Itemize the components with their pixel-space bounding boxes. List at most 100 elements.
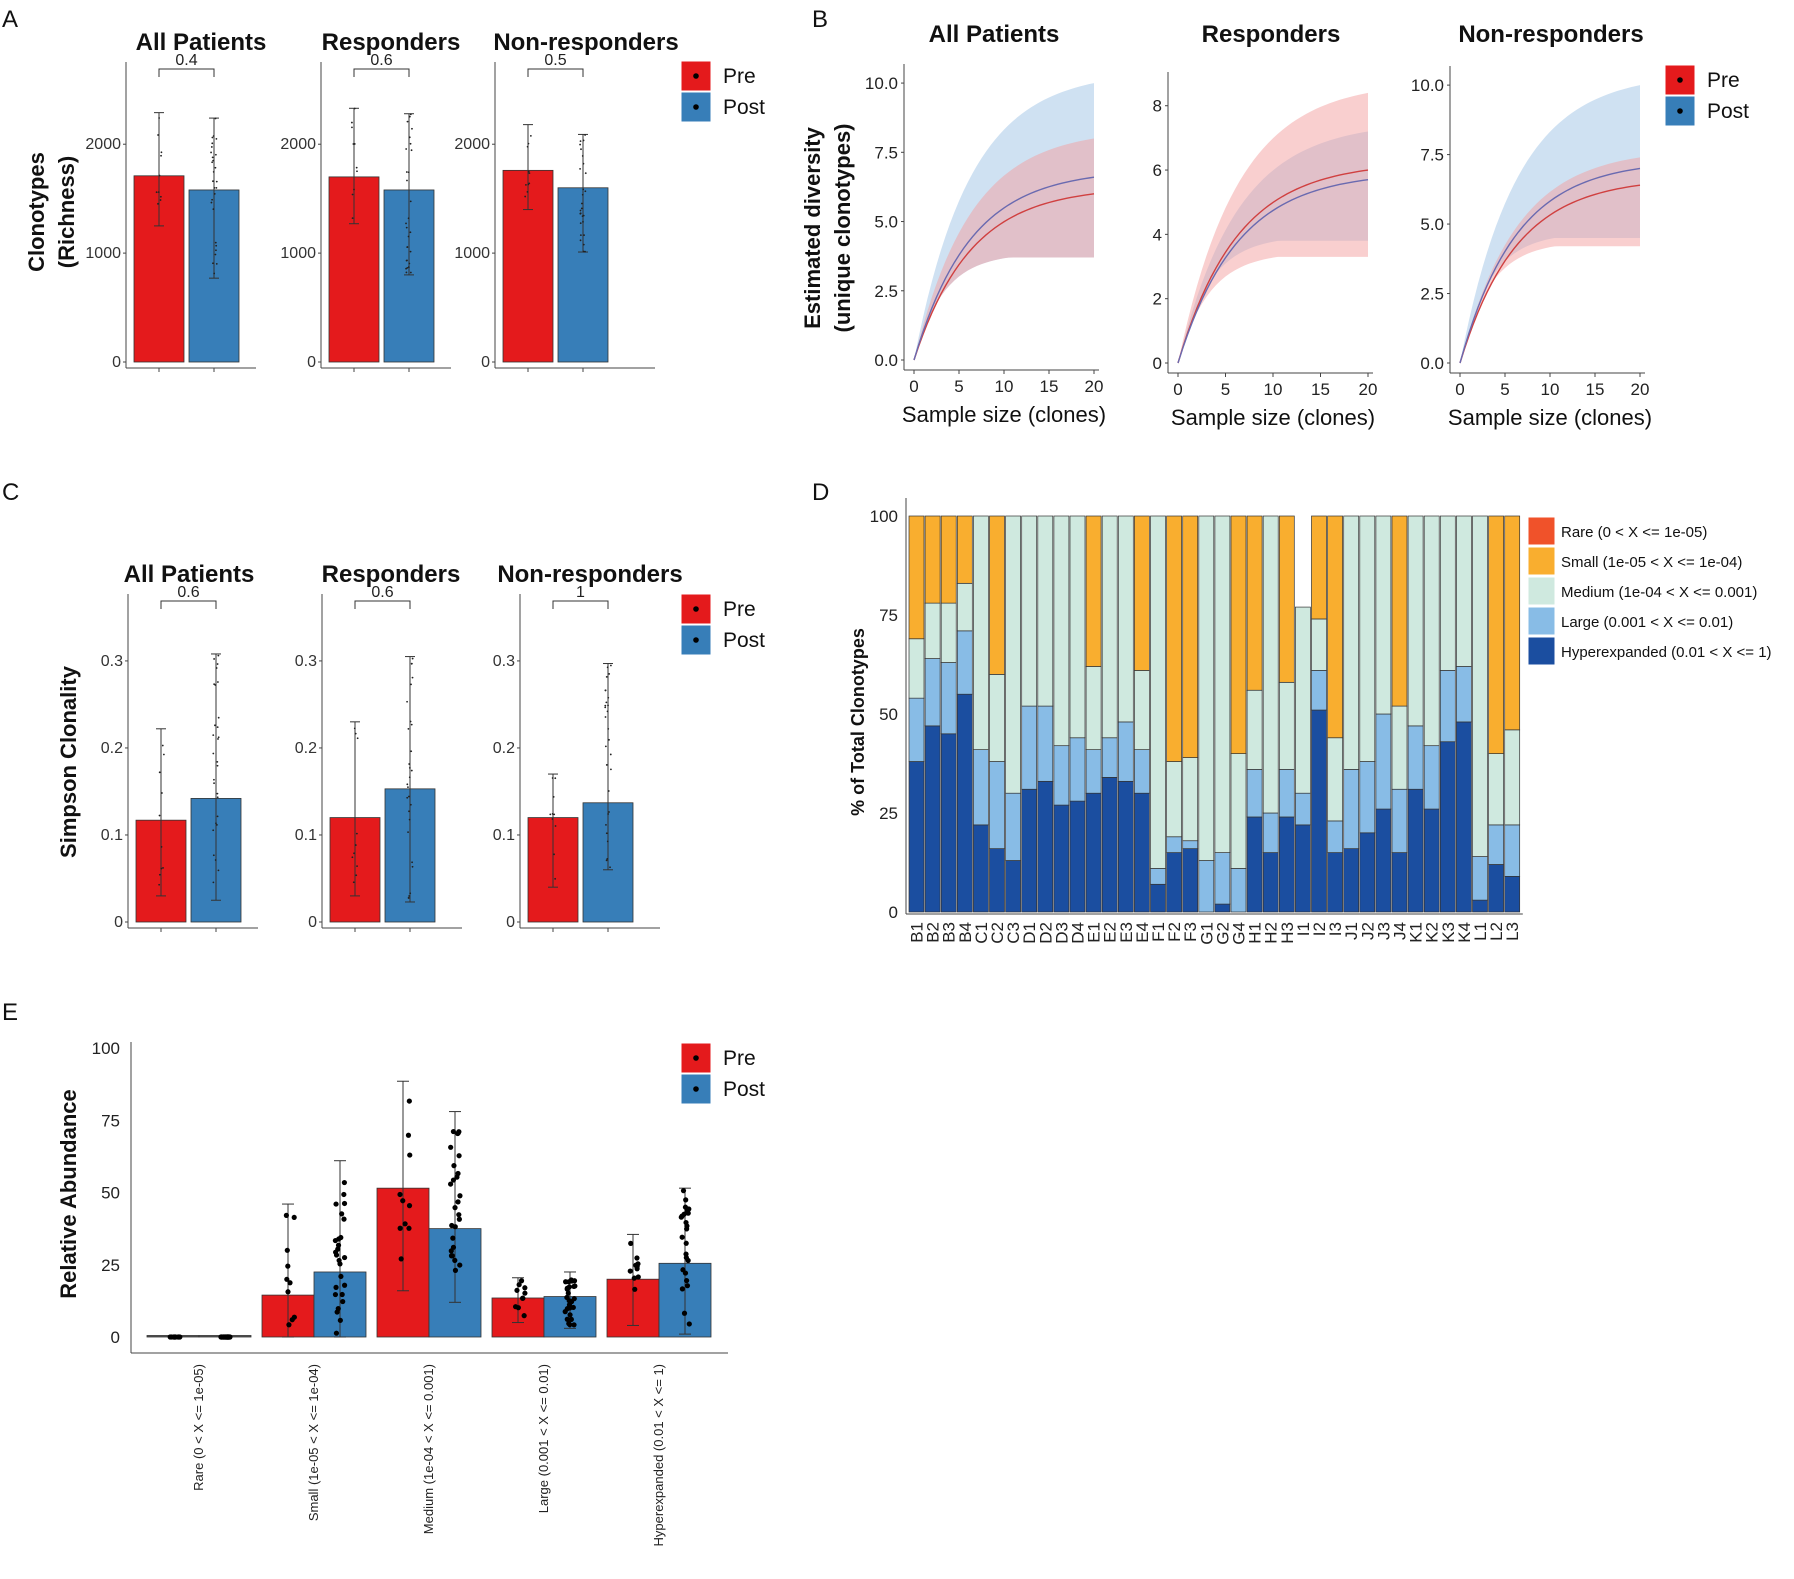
stack-segment-hyper: [1246, 816, 1263, 913]
gC-legend-dot-1: [693, 637, 699, 643]
stack-segment-hyper: [1407, 788, 1424, 913]
subplot-title: Non-responders: [497, 561, 682, 588]
y-tick-label: 0: [308, 914, 317, 931]
stack-segment-hyper: [1021, 788, 1038, 913]
data-point: [553, 813, 556, 816]
data-point: [216, 760, 219, 763]
data-point: [158, 883, 161, 886]
legend-label-large: Large (0.001 < X <= 0.01): [1561, 614, 1733, 631]
gC-subplot-0: All Patients 0 0.1 0.2 0.3 0.6: [101, 561, 258, 932]
x-tick-label: B3: [940, 922, 959, 943]
stack-segment-large: [1391, 788, 1408, 853]
x-tick-label: 10: [1264, 380, 1283, 399]
y-tick-label: 1000: [280, 245, 316, 262]
data-point: [605, 832, 608, 835]
data-point: [610, 768, 612, 771]
stack-segment-hyper: [1150, 883, 1166, 913]
pvalue-label: 0.5: [544, 52, 566, 69]
stack-segment-large: [1005, 792, 1021, 861]
data-point: [607, 727, 610, 730]
x-tick-label: H1: [1246, 922, 1265, 944]
y-tick-label: 100: [870, 507, 898, 526]
data-point: [528, 172, 531, 175]
gC-legend-dot-0: [693, 606, 699, 612]
stack-segment-large: [1504, 824, 1521, 877]
data-point: [452, 1267, 459, 1273]
data-point: [568, 1316, 574, 1323]
stack-segment-hyper: [924, 725, 941, 913]
data-point: [405, 148, 408, 150]
data-point: [409, 142, 412, 145]
gB-legend-dot-1: [1677, 108, 1683, 114]
x-tick-label: 20: [1359, 380, 1378, 399]
gE-legend-label-0: Pre: [723, 1047, 756, 1070]
data-point: [159, 195, 162, 198]
legend-swatch-medium: [1527, 576, 1556, 606]
data-point: [409, 720, 412, 723]
data-point: [582, 243, 585, 246]
stack-segment-medium: [1246, 689, 1263, 770]
y-tick-label: 0: [307, 354, 316, 371]
data-point: [566, 1320, 572, 1327]
stack-segment-small: [908, 515, 925, 640]
gB-subplot-0: All Patients 0.0 2.5 5.0 7.5 10.0 0 5 10 15 20 Samp…: [865, 21, 1106, 427]
data-point: [405, 271, 408, 274]
stack-segment-hyper: [940, 733, 957, 913]
y-tick-label: 0.2: [295, 740, 317, 757]
x-tick-label: 10: [995, 377, 1014, 396]
data-point: [584, 250, 586, 253]
data-point: [216, 792, 219, 795]
data-point: [212, 135, 215, 137]
stack-segment-large: [1134, 749, 1150, 794]
panel-label-c: C: [2, 479, 19, 506]
data-point: [212, 829, 215, 832]
stack-segment-medium: [1101, 515, 1118, 739]
data-point: [214, 724, 216, 727]
data-point: [679, 1286, 685, 1292]
data-point: [217, 681, 219, 683]
data-point: [341, 1254, 348, 1261]
data-point: [635, 1274, 641, 1280]
x-tick-label: 15: [1040, 377, 1059, 396]
x-tick-label: D4: [1069, 922, 1088, 944]
stack-segment-hyper: [956, 693, 973, 913]
data-point: [411, 861, 413, 864]
data-point: [579, 212, 582, 215]
data-point: [213, 192, 216, 195]
data-point: [356, 865, 358, 868]
x-tick-label: 15: [1586, 380, 1605, 399]
legend-swatch-hyper: [1527, 636, 1556, 666]
stack-segment-medium: [1198, 515, 1215, 861]
stack-segment-small: [1391, 515, 1408, 707]
data-point: [409, 271, 412, 274]
y-tick-label: 5.0: [874, 213, 898, 232]
pvalue-bracket: [527, 68, 584, 77]
stack-segment-hyper: [1391, 852, 1408, 913]
data-point: [552, 795, 555, 798]
ci-band-pre: [914, 138, 1094, 360]
gA-legend-label-0: Pre: [723, 65, 756, 88]
stack-segment-medium: [1037, 515, 1054, 707]
gE-legend-dot-1: [693, 1086, 699, 1092]
x-tick-label: B4: [956, 922, 975, 943]
data-point: [584, 172, 587, 175]
stack-segment-medium: [940, 602, 957, 663]
data-point: [686, 1321, 692, 1327]
y-tick-label: 0.1: [493, 827, 515, 844]
data-point: [157, 202, 159, 205]
stack-segment-large: [1101, 737, 1118, 778]
legend-swatch-large: [1527, 606, 1556, 636]
stack-segment-medium: [1327, 737, 1343, 822]
data-point: [407, 235, 410, 238]
subplot-title: Non-responders: [1458, 21, 1643, 48]
data-point: [333, 1201, 339, 1207]
data-point: [213, 782, 215, 785]
stack-segment-small: [956, 515, 973, 584]
stack-segment-medium: [1343, 515, 1360, 770]
y-tick-label: 0.0: [874, 351, 898, 370]
y-tick-label: 0.3: [493, 653, 515, 670]
pvalue-bracket: [158, 68, 215, 77]
data-point: [213, 658, 216, 660]
x-tick-label: I3: [1326, 922, 1345, 936]
